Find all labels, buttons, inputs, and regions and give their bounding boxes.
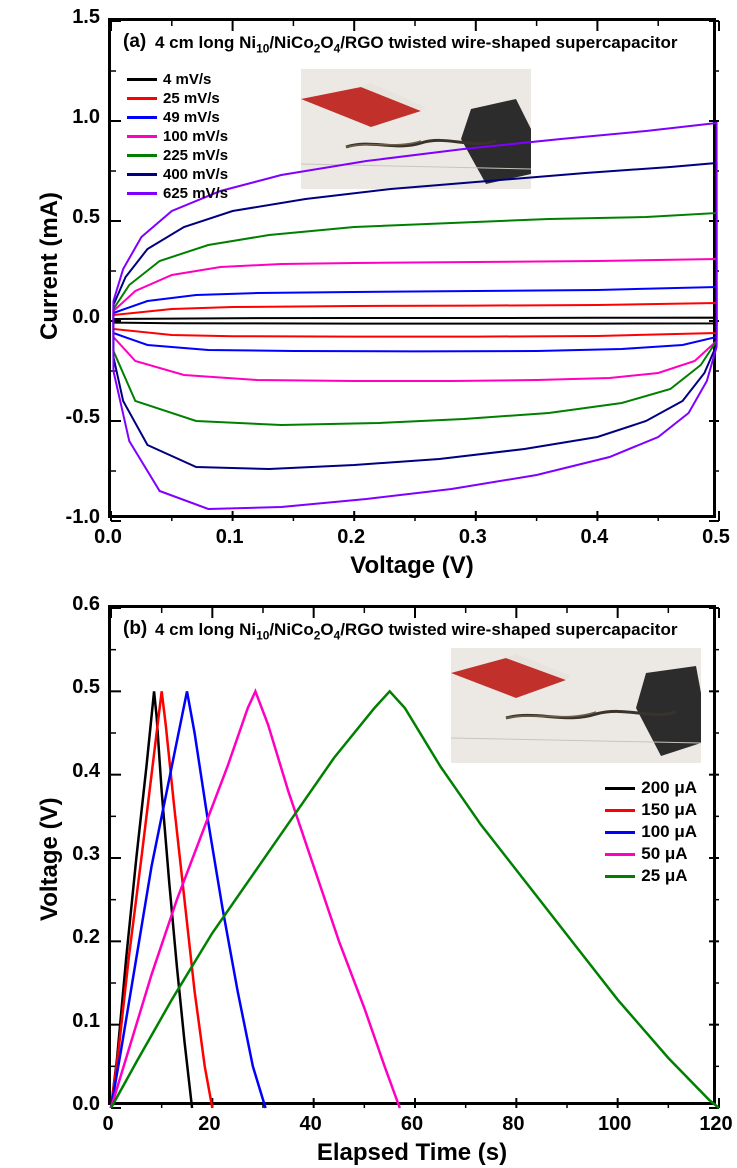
panel-a-xtick-label: 0.2 xyxy=(321,526,381,549)
legend-swatch xyxy=(605,831,635,834)
panel-b-xlabel: Elapsed Time (s) xyxy=(108,1139,716,1167)
panel-a-xlabel: Voltage (V) xyxy=(108,552,716,580)
panel-a-ytick-label: 0.5 xyxy=(40,206,100,229)
panel-b-frame: (b) 4 cm long Ni10/NiCo2O4/RGO twisted w… xyxy=(108,605,716,1105)
panel-a-ytick-label: -0.5 xyxy=(40,406,100,429)
legend-swatch xyxy=(127,135,157,138)
panel-a-legend-item: 25 mV/s xyxy=(127,90,228,107)
legend-label: 25 μA xyxy=(641,866,687,886)
panel-a-legend-item: 4 mV/s xyxy=(127,71,228,88)
panel-a-xtick-label: 0.1 xyxy=(200,526,260,549)
legend-label: 625 mV/s xyxy=(163,185,228,202)
legend-label: 25 mV/s xyxy=(163,90,220,107)
panel-b-legend: 200 μA150 μA100 μA 50 μA 25 μA xyxy=(605,778,697,888)
panel-b-xtick-label: 0 xyxy=(78,1113,138,1136)
legend-label: 200 μA xyxy=(641,778,697,798)
panel-b-legend-item: 50 μA xyxy=(605,844,697,864)
panel-a-frame: (a) 4 cm long Ni10/NiCo2O4/RGO twisted w… xyxy=(108,18,716,518)
panel-a-xtick-label: 0.0 xyxy=(78,526,138,549)
panel-b-legend-item: 200 μA xyxy=(605,778,697,798)
panel-a-ytick-label: 1.0 xyxy=(40,106,100,129)
panel-a-legend-item: 400 mV/s xyxy=(127,166,228,183)
legend-label: 100 μA xyxy=(641,822,697,842)
panel-b-ytick-label: 0.3 xyxy=(40,843,100,866)
legend-swatch xyxy=(605,787,635,790)
panel-b-ytick-label: 0.4 xyxy=(40,760,100,783)
panel-b-ytick-label: 0.2 xyxy=(40,926,100,949)
panel-a-legend-item: 625 mV/s xyxy=(127,185,228,202)
panel-a-legend: 4 mV/s 25 mV/s 49 mV/s 100 mV/s 225 mV/s 40… xyxy=(127,71,228,204)
panel-a-legend-item: 49 mV/s xyxy=(127,109,228,126)
legend-label: 49 mV/s xyxy=(163,109,220,126)
legend-label: 100 mV/s xyxy=(163,128,228,145)
panel-b-xtick-label: 40 xyxy=(281,1113,341,1136)
panel-a-legend-item: 225 mV/s xyxy=(127,147,228,164)
panel-b-legend-item: 100 μA xyxy=(605,822,697,842)
panel-a-ytick-label: 0.0 xyxy=(40,306,100,329)
panel-a-ytick-label: -1.0 xyxy=(40,506,100,529)
legend-swatch xyxy=(127,173,157,176)
panel-b-legend-item: 150 μA xyxy=(605,800,697,820)
panel-a-xtick-label: 0.5 xyxy=(686,526,737,549)
panel-b-xtick-label: 100 xyxy=(585,1113,645,1136)
legend-label: 225 mV/s xyxy=(163,147,228,164)
panel-b-xtick-label: 80 xyxy=(483,1113,543,1136)
panel-a-legend-item: 100 mV/s xyxy=(127,128,228,145)
legend-label: 400 mV/s xyxy=(163,166,228,183)
legend-label: 4 mV/s xyxy=(163,71,211,88)
panel-b-legend-item: 25 μA xyxy=(605,866,697,886)
panel-a-xtick-label: 0.4 xyxy=(564,526,624,549)
panel-a-ytick-label: 1.5 xyxy=(40,6,100,29)
panel-b-xtick-label: 60 xyxy=(382,1113,442,1136)
legend-swatch xyxy=(605,875,635,878)
legend-swatch xyxy=(605,853,635,856)
panel-b-ytick-label: 0.5 xyxy=(40,676,100,699)
panel-b-ytick-label: 0.0 xyxy=(40,1093,100,1116)
legend-label: 150 μA xyxy=(641,800,697,820)
legend-swatch xyxy=(127,116,157,119)
legend-label: 50 μA xyxy=(641,844,687,864)
legend-swatch xyxy=(127,192,157,195)
legend-swatch xyxy=(127,78,157,81)
panel-a-xtick-label: 0.3 xyxy=(443,526,503,549)
panel-b-xtick-label: 120 xyxy=(686,1113,737,1136)
legend-swatch xyxy=(605,809,635,812)
legend-swatch xyxy=(127,154,157,157)
panel-b-ytick-label: 0.6 xyxy=(40,593,100,616)
legend-swatch xyxy=(127,97,157,100)
panel-b-xtick-label: 20 xyxy=(179,1113,239,1136)
panel-b-ytick-label: 0.1 xyxy=(40,1010,100,1033)
